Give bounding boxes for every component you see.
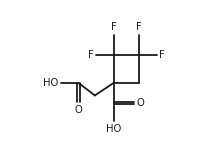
Text: F: F [159,50,165,60]
Text: F: F [111,22,117,32]
Text: F: F [87,50,93,60]
Text: HO: HO [43,78,58,88]
Text: O: O [75,105,82,115]
Text: HO: HO [106,124,121,134]
Text: F: F [136,22,142,32]
Text: O: O [137,98,145,108]
